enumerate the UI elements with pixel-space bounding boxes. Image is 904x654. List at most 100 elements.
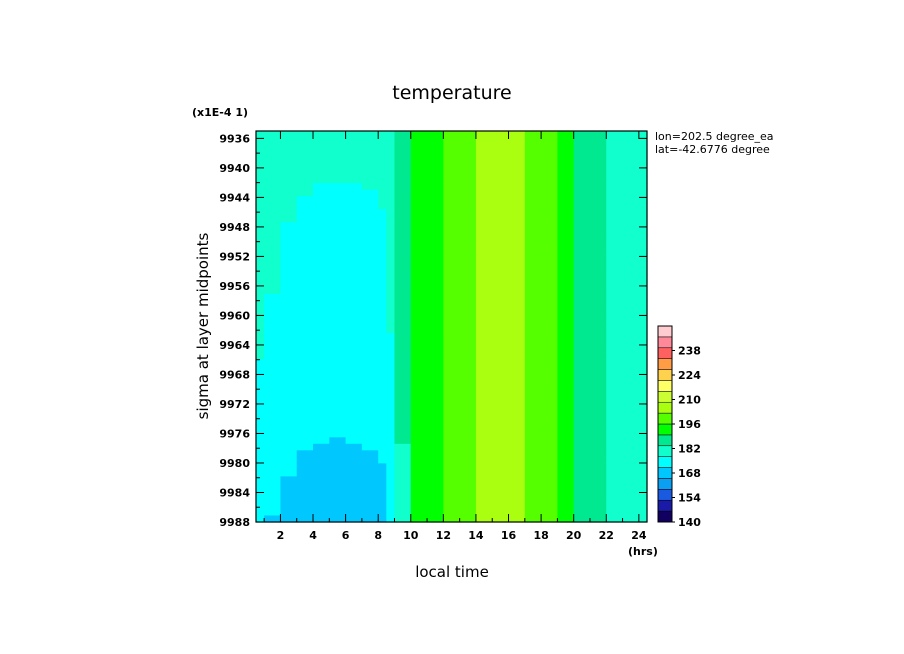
heatmap-cell <box>264 372 282 380</box>
heatmap-cell <box>296 300 314 308</box>
heatmap-cell <box>378 333 387 341</box>
heatmap-cell <box>256 469 265 477</box>
heatmap-cell <box>638 404 648 412</box>
heatmap-cell <box>378 150 387 158</box>
heatmap-cell <box>589 333 607 341</box>
heatmap-cell <box>256 450 265 458</box>
heatmap-cell <box>622 326 640 334</box>
heatmap-cell <box>589 489 607 497</box>
heatmap-cell <box>443 430 461 438</box>
heatmap-cell <box>313 306 330 315</box>
heatmap-cell <box>378 306 387 315</box>
x-tick-label: 6 <box>342 529 350 542</box>
heatmap-cell <box>427 176 444 184</box>
heatmap-cell <box>361 502 379 510</box>
heatmap-cell <box>361 254 379 262</box>
heatmap-cell <box>378 417 387 425</box>
heatmap-cell <box>264 319 282 328</box>
heatmap-cell <box>256 333 265 341</box>
heatmap-cell <box>541 469 558 477</box>
heatmap-cell <box>622 183 640 191</box>
heatmap-cell <box>361 391 379 399</box>
heatmap-cell <box>638 391 648 399</box>
heatmap-cell <box>459 365 477 373</box>
heatmap-cell <box>557 202 575 210</box>
heatmap-cell <box>256 326 265 334</box>
heatmap-cell <box>386 404 396 412</box>
heatmap-cell <box>524 404 542 412</box>
heatmap-cell <box>589 313 607 321</box>
heatmap-cell <box>256 215 265 223</box>
heatmap-cell <box>524 456 542 464</box>
heatmap-cell <box>541 430 558 438</box>
heatmap-cell <box>386 508 396 517</box>
heatmap-cell <box>606 300 624 308</box>
heatmap-cell <box>606 228 624 236</box>
heatmap-cell <box>589 469 607 477</box>
heatmap-cell <box>329 157 347 165</box>
heatmap-cell <box>573 391 591 399</box>
heatmap-cell <box>459 404 477 412</box>
heatmap-cell <box>313 241 330 249</box>
colorbar-swatch <box>657 445 673 457</box>
heatmap-cell <box>410 359 428 367</box>
heatmap-cell <box>280 222 298 230</box>
heatmap-cell <box>256 424 265 432</box>
colorbar-swatch <box>657 499 673 512</box>
heatmap-cell <box>475 352 493 360</box>
heatmap-cell <box>264 508 282 517</box>
heatmap-cell <box>313 170 330 178</box>
heatmap-cell <box>345 437 363 445</box>
heatmap-cell <box>280 502 298 510</box>
heatmap-cell <box>329 170 347 178</box>
heatmap-cell <box>606 176 624 184</box>
heatmap-cell <box>378 222 387 230</box>
heatmap-cell <box>557 300 575 308</box>
heatmap-cell <box>622 196 640 204</box>
heatmap-cell <box>459 326 477 334</box>
heatmap-cell <box>410 131 428 139</box>
heatmap-cell <box>589 235 607 243</box>
heatmap-cell <box>589 508 607 517</box>
heatmap-cell <box>573 469 591 477</box>
heatmap-cell <box>386 170 396 178</box>
heatmap-cell <box>541 202 558 210</box>
heatmap-cell <box>361 469 379 477</box>
heatmap-cell <box>443 248 461 256</box>
heatmap-cell <box>410 385 428 393</box>
x-tick-label: 22 <box>599 529 614 542</box>
heatmap-cell <box>622 469 640 477</box>
heatmap-cell <box>638 300 648 308</box>
heatmap-cell <box>394 248 412 256</box>
heatmap-cell <box>378 339 387 347</box>
heatmap-cell <box>313 489 330 497</box>
heatmap-cell <box>394 157 412 165</box>
heatmap-cell <box>443 170 461 178</box>
heatmap-cell <box>638 450 648 458</box>
heatmap-cell <box>492 248 510 256</box>
heatmap-cell <box>573 313 591 321</box>
heatmap-cell <box>386 189 396 197</box>
heatmap-cell <box>296 463 314 471</box>
heatmap-cell <box>638 241 648 249</box>
heatmap-cell <box>508 241 526 249</box>
heatmap-cell <box>589 502 607 510</box>
heatmap-cell <box>492 144 510 152</box>
heatmap-cell <box>386 209 396 217</box>
heatmap-cell <box>492 333 510 341</box>
heatmap-cell <box>606 215 624 223</box>
heatmap-cell <box>557 280 575 288</box>
heatmap-cell <box>606 417 624 425</box>
heatmap-cell <box>329 235 347 243</box>
heatmap-cell <box>541 372 558 380</box>
heatmap-cell <box>361 287 379 295</box>
heatmap-cell <box>296 476 314 484</box>
heatmap-cell <box>329 450 347 458</box>
x-tick-label: 14 <box>468 529 484 542</box>
heatmap-cell <box>508 508 526 517</box>
heatmap-cell <box>427 137 444 145</box>
heatmap-cell <box>378 437 387 445</box>
heatmap-cell <box>345 274 363 282</box>
heatmap-cell <box>280 404 298 412</box>
heatmap-cell <box>313 443 330 451</box>
